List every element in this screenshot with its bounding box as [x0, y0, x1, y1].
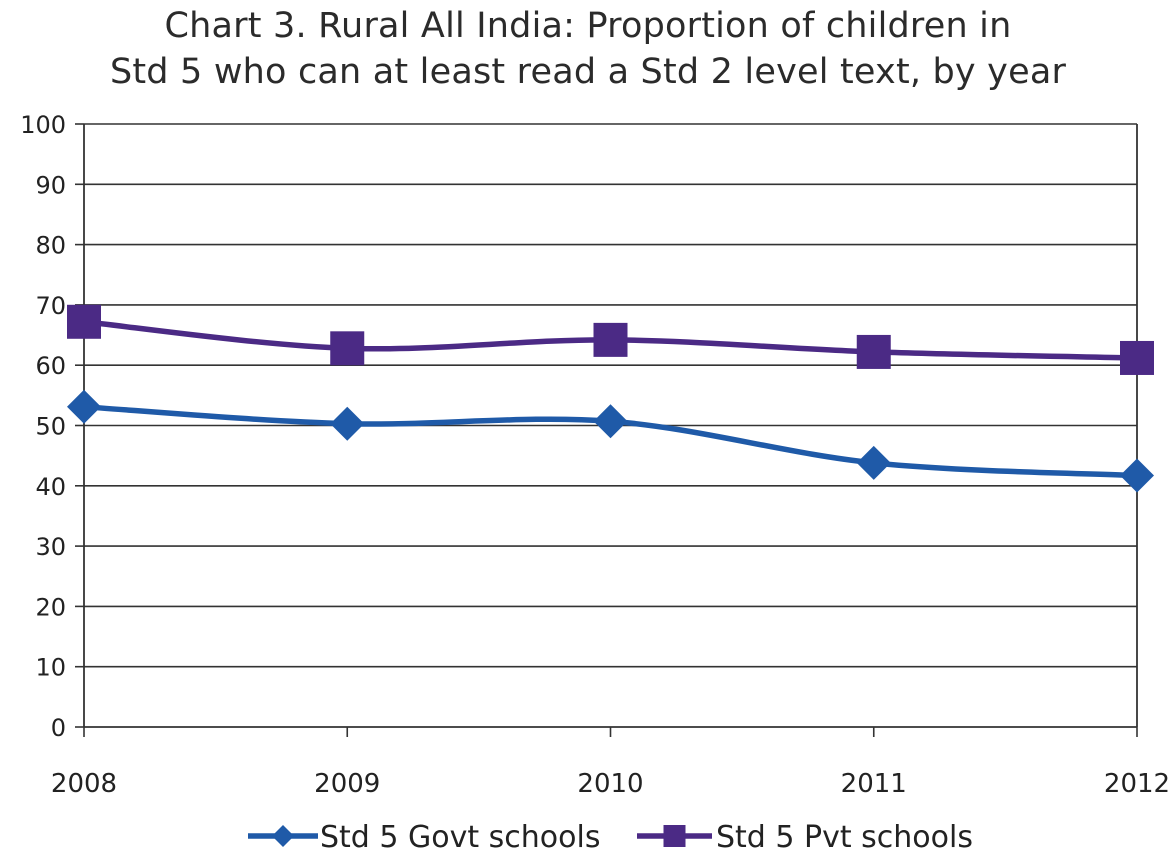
chart-title-line-1: Chart 3. Rural All India: Proportion of …	[164, 6, 1012, 46]
legend: Std 5 Govt schools Std 5 Pvt schools	[248, 820, 973, 855]
diamond-point	[593, 404, 628, 439]
legend-label: Std 5 Govt schools	[320, 820, 600, 855]
y-tick-label: 60	[35, 352, 66, 380]
y-tick-label: 10	[35, 654, 66, 682]
legend-swatch-marker	[272, 825, 294, 847]
square-point	[1120, 340, 1154, 375]
square-point	[593, 322, 628, 357]
square-point	[856, 334, 891, 369]
y-tick-label: 80	[35, 232, 66, 260]
y-tick-label: 0	[51, 714, 66, 742]
legend-label: Std 5 Pvt schools	[716, 820, 973, 855]
y-tick-label: 20	[35, 593, 66, 621]
diamond-point	[67, 389, 101, 424]
y-tick-label: 90	[35, 171, 66, 199]
square-point	[67, 304, 101, 339]
diamond-point	[856, 445, 891, 480]
legend-item-1: Std 5 Govt schools	[248, 820, 600, 855]
diamond-point	[1120, 458, 1154, 493]
square-point	[330, 331, 365, 366]
y-tick-label: 40	[35, 473, 66, 501]
x-tick-label: 2009	[314, 769, 380, 799]
gridlines	[84, 123, 1137, 668]
series-2	[67, 304, 1154, 375]
y-tick-label: 70	[35, 292, 66, 320]
legend-item-2: Std 5 Pvt schools	[637, 820, 973, 855]
y-tick-label: 30	[35, 533, 66, 561]
series-group	[67, 304, 1154, 493]
x-tick-label: 2012	[1104, 769, 1170, 799]
x-tick-label: 2010	[577, 769, 643, 799]
diamond-point	[330, 406, 365, 441]
legend-swatch-marker	[663, 825, 686, 847]
y-tick-label: 100	[20, 111, 66, 139]
y-axis-ticks: 0 10 20 30 40 50 60 70 80 90 100	[20, 111, 84, 742]
series-1	[67, 389, 1154, 493]
chart-title-line-2: Std 5 who can at least read a Std 2 leve…	[109, 52, 1067, 92]
x-tick-label: 2011	[841, 769, 907, 799]
x-axis-ticks: 2008 2009 2010 2011 2012	[51, 727, 1170, 799]
y-tick-label: 50	[35, 413, 66, 441]
x-tick-label: 2008	[51, 769, 117, 799]
